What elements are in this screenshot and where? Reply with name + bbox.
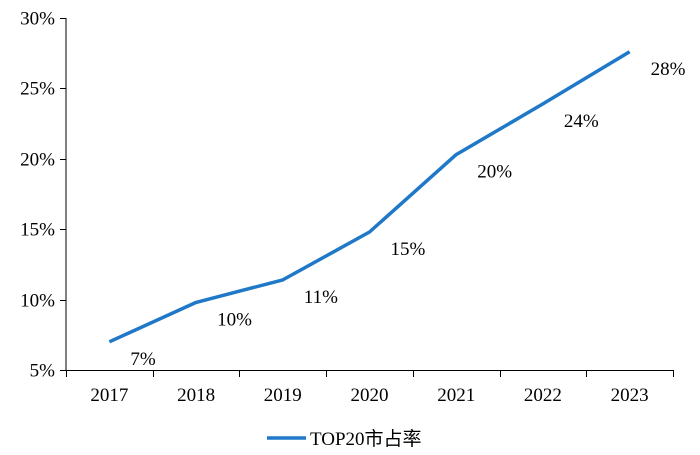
y-tick-label: 30%: [20, 9, 55, 30]
y-tick-label: 25%: [20, 79, 55, 100]
x-tick-label: 2020: [351, 385, 389, 406]
y-axis: 5% 10% 15% 20% 25% 30%: [20, 9, 67, 382]
legend-label: TOP20市占率: [310, 428, 422, 450]
y-tick-label: 10%: [20, 291, 55, 312]
data-label: 24%: [564, 111, 599, 132]
data-label: 28%: [651, 59, 686, 80]
x-tick-label: 2019: [264, 385, 302, 406]
x-tick-label: 2022: [524, 385, 562, 406]
y-tick-label: 20%: [20, 150, 55, 171]
y-tick-label: 15%: [20, 220, 55, 241]
x-tick-label: 2017: [90, 385, 128, 406]
data-label: 15%: [391, 239, 426, 260]
x-tick-label: 2023: [611, 385, 649, 406]
x-tick-label: 2021: [437, 385, 475, 406]
series-layer: [108, 50, 631, 344]
data-labels: 7% 10% 11% 15% 20% 24% 28%: [130, 59, 685, 370]
legend: TOP20市占率: [267, 428, 422, 450]
x-axis: 2017 2018 2019 2020 2021 2022 2023: [66, 370, 674, 406]
data-label: 20%: [477, 162, 512, 183]
data-label: 10%: [217, 309, 252, 330]
series-line: [108, 50, 631, 344]
data-label: 11%: [304, 287, 338, 308]
data-label: 7%: [130, 349, 156, 370]
y-tick-label: 5%: [30, 361, 56, 382]
x-tick-label: 2018: [177, 385, 215, 406]
